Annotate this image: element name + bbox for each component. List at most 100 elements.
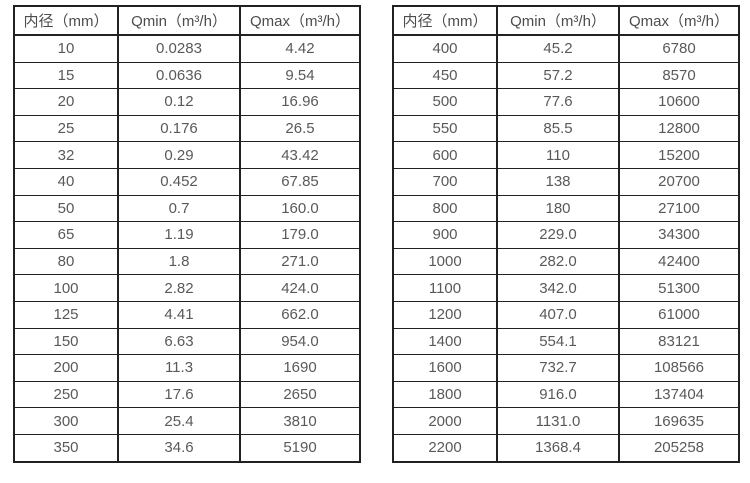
table-cell: 27100 [618, 194, 740, 223]
table-cell: 42400 [618, 247, 740, 276]
table-cell: 180 [496, 194, 620, 223]
table-cell: 12800 [618, 114, 740, 143]
table-cell: 43.42 [239, 141, 361, 169]
table-cell: 20700 [618, 167, 740, 196]
table-cell: 1131.0 [496, 407, 620, 435]
table-cell: 700 [392, 167, 498, 196]
table-cell: 15 [13, 61, 119, 90]
table-cell: 51300 [618, 274, 740, 302]
table-row: 15 0.0636 9.54 [13, 61, 361, 90]
header-row: 内径（mm） Qmin（m³/h） Qmax（m³/h） [13, 5, 361, 36]
table-cell: 0.12 [117, 88, 241, 116]
flow-rate-table-large-diameters: 内径（mm） Qmin（m³/h） Qmax（m³/h） 400 45.2 6780 45… [392, 5, 740, 463]
tables-container: 内径（mm） Qmin（m³/h） Qmax（m³/h） 10 0.0283 4.42 1… [13, 5, 740, 463]
table-cell: 0.452 [117, 167, 241, 196]
table-row: 1100 342.0 51300 [392, 274, 740, 302]
table-cell: 554.1 [496, 327, 620, 356]
table-header-row: 内径（mm） Qmin（m³/h） Qmax（m³/h） [392, 5, 740, 36]
table-row: 1200 407.0 61000 [392, 300, 740, 329]
table-cell: 800 [392, 194, 498, 223]
table-cell: 407.0 [496, 300, 620, 329]
table-cell: 25 [13, 114, 119, 143]
table-cell: 80 [13, 247, 119, 276]
table-row: 250 17.6 2650 [13, 380, 361, 409]
table-row: 600 110 15200 [392, 141, 740, 169]
table-cell: 100 [13, 274, 119, 302]
table-cell: 600 [392, 141, 498, 169]
table-row: 1000 282.0 42400 [392, 247, 740, 276]
table-row: 350 34.6 5190 [13, 433, 361, 463]
table-cell: 77.6 [496, 88, 620, 116]
table-cell: 16.96 [239, 88, 361, 116]
table-row: 400 45.2 6780 [392, 34, 740, 63]
table-cell: 45.2 [496, 34, 620, 63]
table-cell: 1600 [392, 354, 498, 382]
table-cell: 11.3 [117, 354, 241, 382]
table-row: 32 0.29 43.42 [13, 141, 361, 169]
header-row: 内径（mm） Qmin（m³/h） Qmax（m³/h） [392, 5, 740, 36]
table-cell: 2.82 [117, 274, 241, 302]
table-cell: 250 [13, 380, 119, 409]
table-row: 2200 1368.4 205258 [392, 433, 740, 463]
table-cell: 1100 [392, 274, 498, 302]
column-header: Qmax（m³/h） [618, 5, 740, 36]
table-cell: 0.0283 [117, 34, 241, 63]
table-body: 10 0.0283 4.42 15 0.0636 9.54 20 0.12 16.96 25 0.1… [13, 34, 361, 463]
table-cell: 50 [13, 194, 119, 223]
table-cell: 2000 [392, 407, 498, 435]
table-cell: 4.41 [117, 300, 241, 329]
table-cell: 424.0 [239, 274, 361, 302]
table-row: 80 1.8 271.0 [13, 247, 361, 276]
column-header: Qmax（m³/h） [239, 5, 361, 36]
table-cell: 1000 [392, 247, 498, 276]
table-cell: 1.19 [117, 221, 241, 249]
table-cell: 954.0 [239, 327, 361, 356]
table-cell: 200 [13, 354, 119, 382]
table-cell: 342.0 [496, 274, 620, 302]
table-cell: 17.6 [117, 380, 241, 409]
table-row: 25 0.176 26.5 [13, 114, 361, 143]
table-cell: 137404 [618, 380, 740, 409]
table-cell: 26.5 [239, 114, 361, 143]
table-row: 900 229.0 34300 [392, 221, 740, 249]
table-row: 550 85.5 12800 [392, 114, 740, 143]
table-cell: 2650 [239, 380, 361, 409]
table-cell: 6780 [618, 34, 740, 63]
table-cell: 169635 [618, 407, 740, 435]
table-cell: 450 [392, 61, 498, 90]
table-row: 20 0.12 16.96 [13, 88, 361, 116]
table-cell: 10600 [618, 88, 740, 116]
table-row: 700 138 20700 [392, 167, 740, 196]
table-cell: 229.0 [496, 221, 620, 249]
table-cell: 500 [392, 88, 498, 116]
table-cell: 61000 [618, 300, 740, 329]
table-cell: 15200 [618, 141, 740, 169]
table-cell: 900 [392, 221, 498, 249]
table-cell: 32 [13, 141, 119, 169]
table-row: 40 0.452 67.85 [13, 167, 361, 196]
flow-rate-table-small-diameters: 内径（mm） Qmin（m³/h） Qmax（m³/h） 10 0.0283 4.42 1… [13, 5, 361, 463]
table-cell: 1200 [392, 300, 498, 329]
table-row: 1400 554.1 83121 [392, 327, 740, 356]
table-cell: 271.0 [239, 247, 361, 276]
table-cell: 0.29 [117, 141, 241, 169]
column-header: Qmin（m³/h） [117, 5, 241, 36]
table-row: 200 11.3 1690 [13, 354, 361, 382]
table-cell: 550 [392, 114, 498, 143]
table-row: 125 4.41 662.0 [13, 300, 361, 329]
table-cell: 732.7 [496, 354, 620, 382]
column-header: Qmin（m³/h） [496, 5, 620, 36]
table-cell: 350 [13, 433, 119, 463]
table-cell: 916.0 [496, 380, 620, 409]
table-cell: 20 [13, 88, 119, 116]
table-header-row: 内径（mm） Qmin（m³/h） Qmax（m³/h） [13, 5, 361, 36]
table-cell: 0.0636 [117, 61, 241, 90]
table-cell: 150 [13, 327, 119, 356]
table-row: 100 2.82 424.0 [13, 274, 361, 302]
table-cell: 9.54 [239, 61, 361, 90]
table-cell: 0.7 [117, 194, 241, 223]
table-cell: 67.85 [239, 167, 361, 196]
table-cell: 4.42 [239, 34, 361, 63]
table-row: 150 6.63 954.0 [13, 327, 361, 356]
table-cell: 400 [392, 34, 498, 63]
